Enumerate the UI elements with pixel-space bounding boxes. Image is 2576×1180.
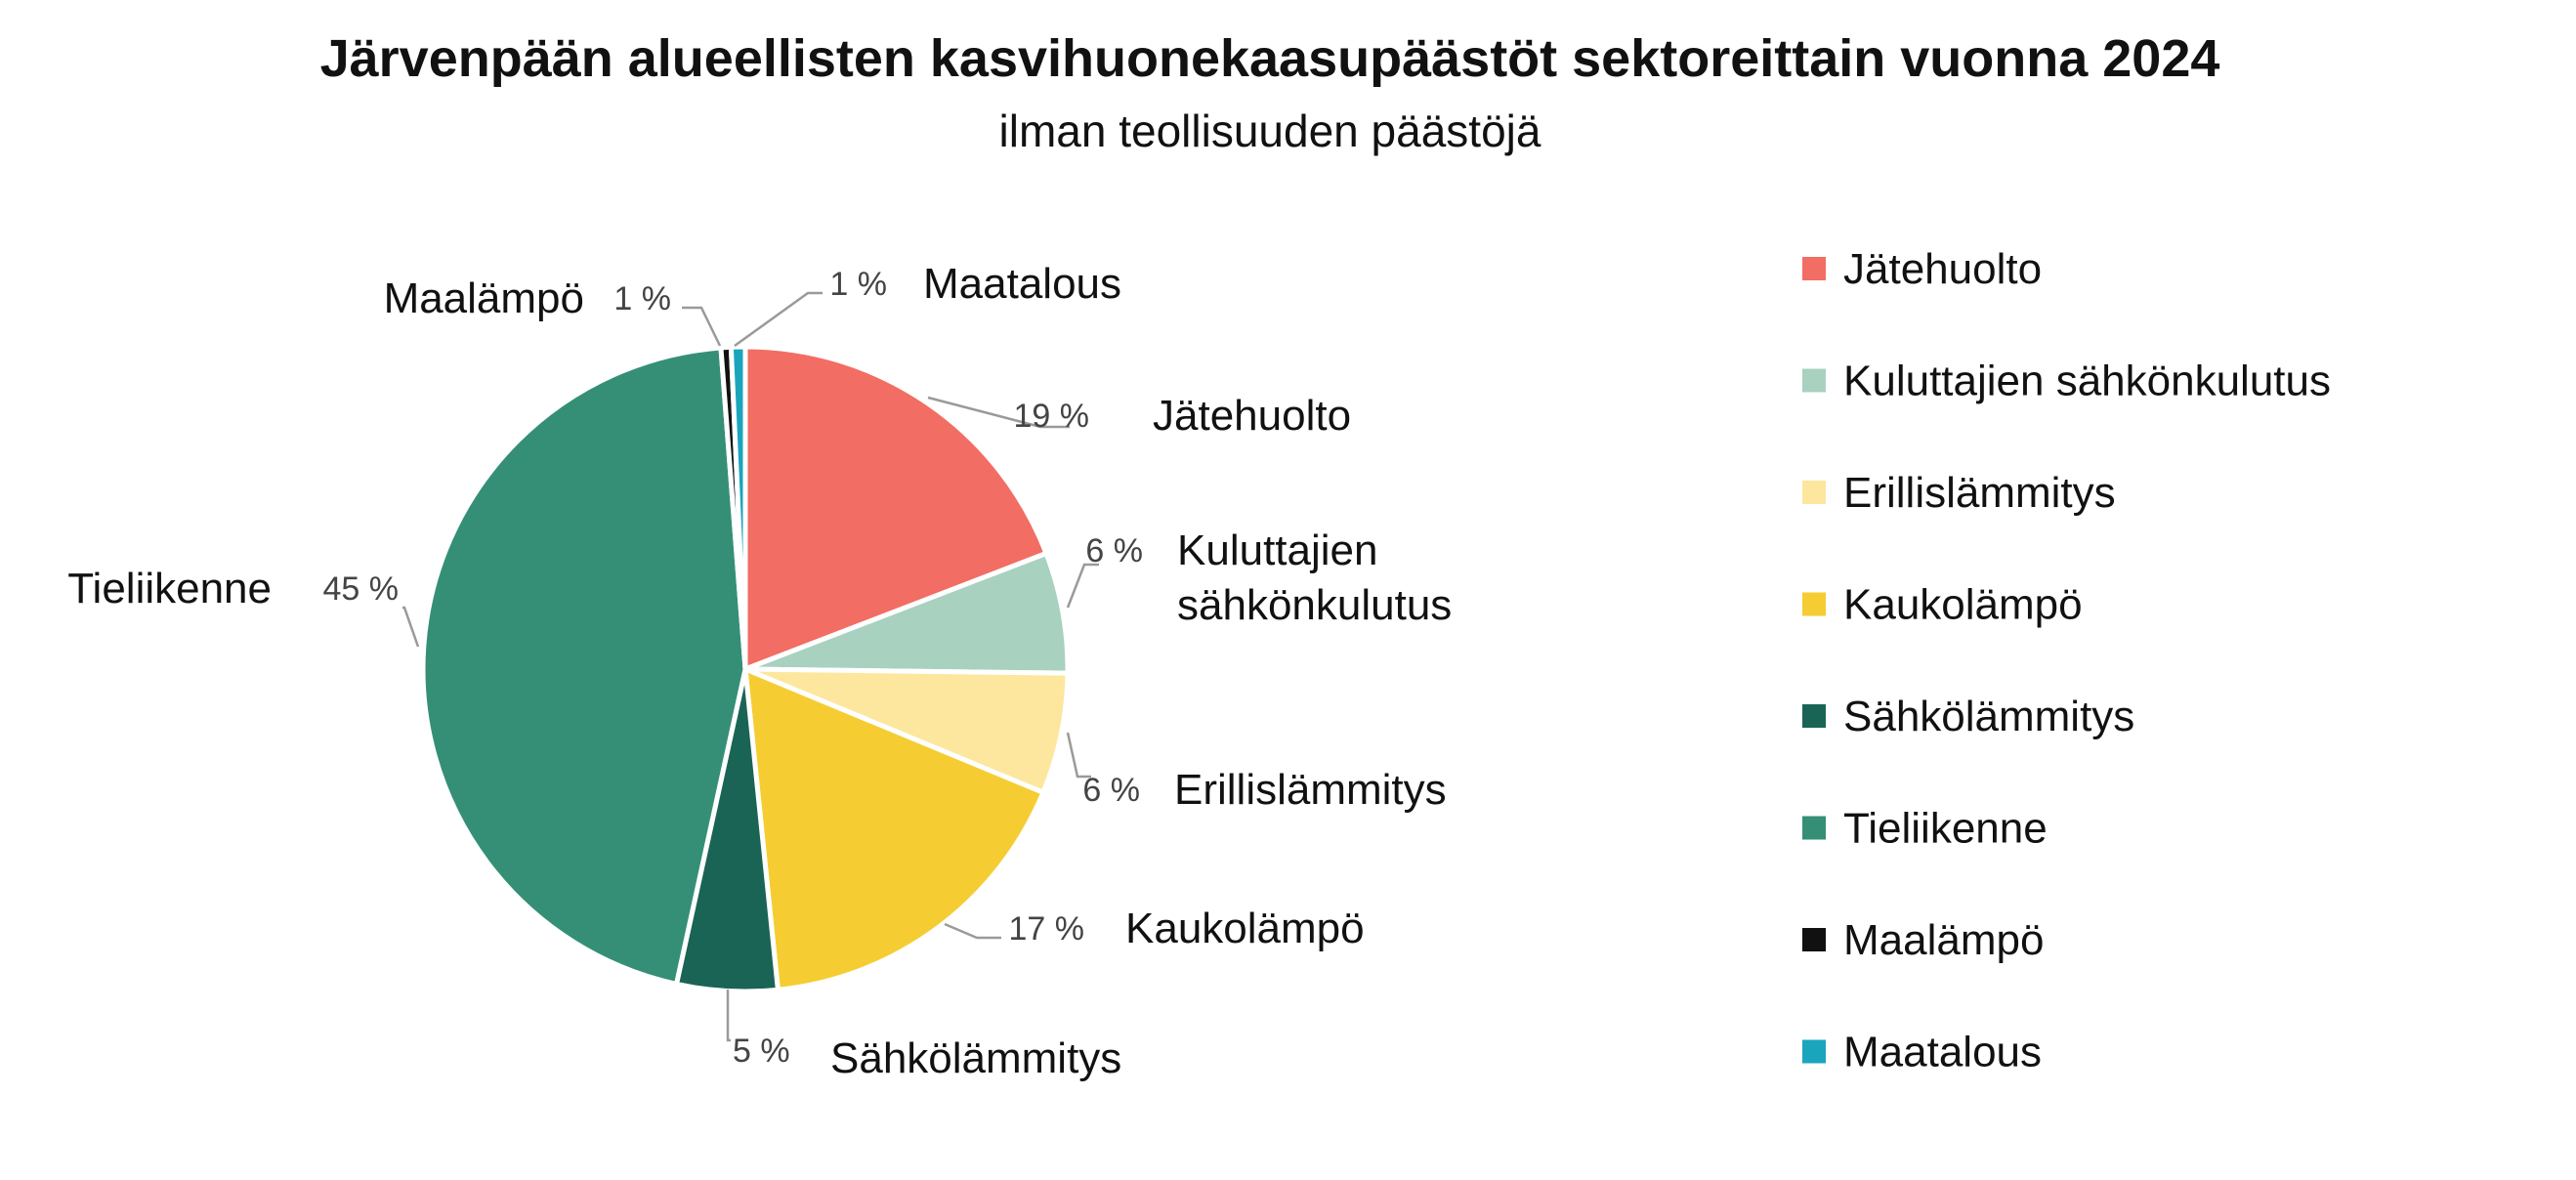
legend-item-jätehuolto: Jätehuolto — [1802, 245, 2042, 293]
data-label-erillislämmitys: 6 % — [1082, 772, 1140, 809]
leader-line-tieliikenne — [402, 606, 420, 648]
legend-swatch-kaukolämpö — [1802, 592, 1826, 616]
chart-subtitle: ilman teollisuuden päästöjä — [999, 105, 1541, 156]
legend-label-jätehuolto: Jätehuolto — [1843, 245, 2042, 293]
data-label-kaukolämpö: 17 % — [1009, 910, 1085, 948]
legend-swatch-maatalous — [1802, 1039, 1826, 1064]
leader-line-kuluttajien-sähkönkulutus — [1066, 563, 1099, 609]
category-label-maalämpö: Maalämpö — [384, 274, 584, 322]
leader-lines — [402, 291, 1099, 1042]
legend-swatch-erillislämmitys — [1802, 481, 1826, 504]
legend-item-sähkölämmitys: Sähkölämmitys — [1802, 693, 2134, 740]
category-label-sähkölämmitys: Sähkölämmitys — [830, 1034, 1121, 1082]
data-label-kuluttajien-sähkönkulutus: 6 % — [1085, 532, 1143, 569]
legend-item-kuluttajien-sähkönkulutus: Kuluttajien sähkönkulutus — [1802, 358, 2331, 405]
pie-slice-jätehuolto — [742, 344, 1049, 672]
leader-line-sähkölämmitys — [726, 990, 731, 1042]
legend-swatch-sähkölämmitys — [1802, 704, 1826, 728]
legend-label-tieliikenne: Tieliikenne — [1843, 805, 2048, 853]
leader-line-maatalous — [734, 291, 823, 348]
legend-item-erillislämmitys: Erillislämmitys — [1802, 469, 2116, 517]
legend-item-kaukolämpö: Kaukolämpö — [1802, 581, 2083, 629]
category-label-tieliikenne: Tieliikenne — [67, 565, 272, 612]
legend: Jätehuolto Kuluttajien sähkönkulutus Erill… — [1802, 245, 2331, 1076]
leader-line-erillislämmitys — [1066, 732, 1091, 779]
legend-item-maatalous: Maatalous — [1802, 1029, 2042, 1076]
legend-label-kaukolämpö: Kaukolämpö — [1843, 581, 2083, 629]
legend-item-maalämpö: Maalämpö — [1802, 916, 2044, 964]
legend-label-maatalous: Maatalous — [1843, 1029, 2042, 1076]
chart-title: Järvenpään alueellisten kasvihuonekaasup… — [320, 29, 2220, 88]
data-label-sähkölämmitys: 5 % — [733, 1032, 790, 1070]
leader-line-kaukolämpö — [944, 922, 1001, 940]
category-label-kaukolämpö: Kaukolämpö — [1125, 905, 1365, 952]
data-label-tieliikenne: 45 % — [323, 570, 400, 608]
legend-label-sähkölämmitys: Sähkölämmitys — [1843, 693, 2134, 740]
legend-swatch-maalämpö — [1802, 928, 1826, 951]
legend-swatch-jätehuolto — [1802, 257, 1826, 280]
data-label-jätehuolto: 19 % — [1014, 398, 1090, 435]
category-label-jätehuolto: Jätehuolto — [1153, 392, 1351, 440]
pie-slice-tieliikenne — [420, 345, 748, 987]
category-label-maatalous: Maatalous — [923, 260, 1121, 308]
legend-label-maalämpö: Maalämpö — [1843, 916, 2044, 964]
legend-swatch-tieliikenne — [1802, 816, 1826, 840]
leader-line-maalämpö — [682, 306, 722, 347]
legend-item-tieliikenne: Tieliikenne — [1802, 805, 2048, 853]
legend-label-kuluttajien-sähkönkulutus: Kuluttajien sähkönkulutus — [1843, 358, 2331, 405]
data-label-maalämpö: 1 % — [613, 280, 671, 317]
pie-slice-maatalous — [728, 344, 748, 672]
category-label-kuluttajien-sähkönkulutus: Kuluttajien sähkönkulutus — [1177, 527, 1452, 629]
slice-labels: 19 % Jätehuolto 6 % Kuluttajien sähkönkulutu… — [67, 260, 1452, 1082]
data-label-maatalous: 1 % — [829, 266, 887, 303]
pie-slices — [420, 344, 1071, 994]
leader-line-jätehuolto — [927, 396, 1070, 429]
legend-label-erillislämmitys: Erillislämmitys — [1843, 469, 2116, 517]
category-label-erillislämmitys: Erillislämmitys — [1174, 766, 1447, 814]
legend-swatch-kuluttajien-sähkönkulutus — [1802, 368, 1826, 393]
pie-slice-kaukolämpö — [742, 666, 1046, 992]
